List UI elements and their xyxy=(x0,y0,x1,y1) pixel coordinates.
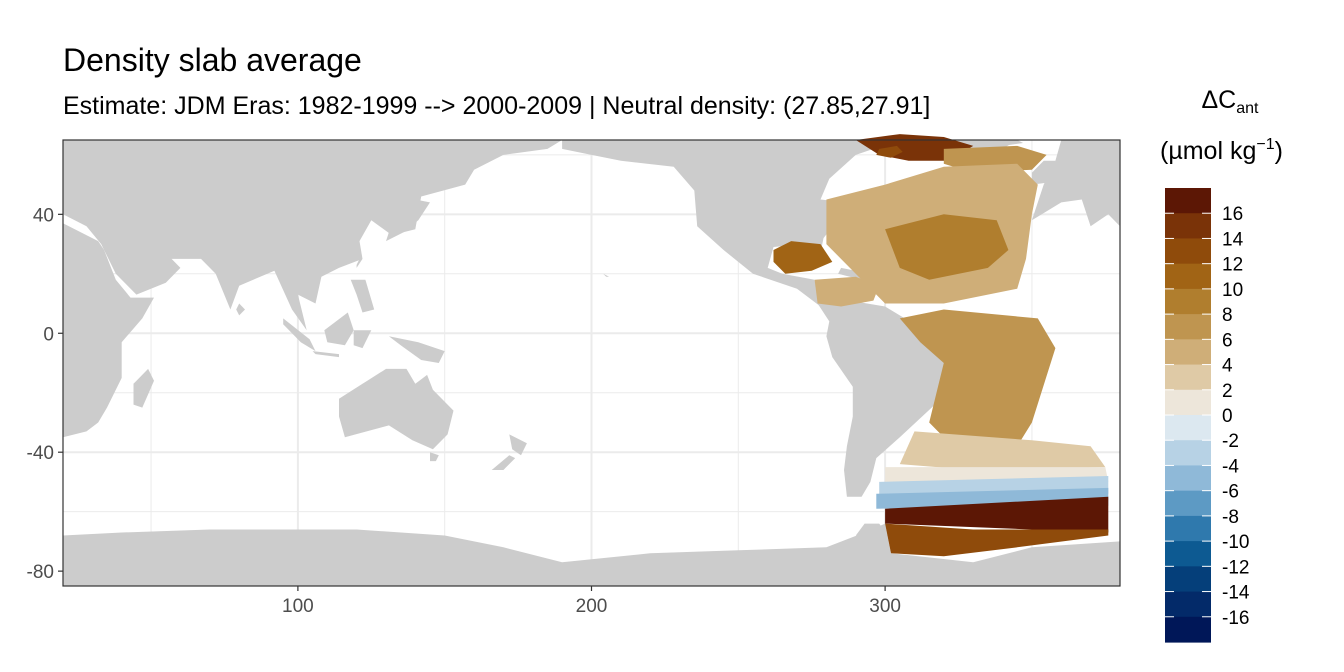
land-taiwan xyxy=(356,258,363,268)
land-hawaii xyxy=(603,273,610,277)
data-region-mid-north-atlantic xyxy=(885,214,1009,280)
land-antarctic-peninsula xyxy=(855,523,888,542)
land-antarctica xyxy=(63,523,1120,586)
x-tick-label: 300 xyxy=(869,596,901,617)
legend-swatch xyxy=(1165,339,1211,366)
x-tick-label: 100 xyxy=(282,596,314,617)
land-java xyxy=(312,351,339,358)
legend-swatch xyxy=(1165,288,1211,315)
colorbar-legend: 16 14 12 10 8 6 4 2 0 -2 -4 -6 -8 -10 -12 -14 -16 xyxy=(1165,188,1250,643)
land-new-zealand-south xyxy=(491,455,516,470)
legend-swatch xyxy=(1165,364,1211,391)
legend-swatch xyxy=(1165,440,1211,467)
legend-swatch xyxy=(1165,490,1211,517)
y-tick-label: -80 xyxy=(27,562,54,583)
legend-tick-label: -4 xyxy=(1222,456,1239,477)
data-region-weddell-margin xyxy=(885,496,1109,533)
data-region-gulf-of-mexico xyxy=(773,241,833,274)
legend-swatch xyxy=(1165,515,1211,542)
land-uk-ireland xyxy=(1031,160,1056,185)
chart-title: Density slab average xyxy=(63,42,362,78)
land-new-guinea xyxy=(388,336,445,363)
data-region-south-atlantic-transition xyxy=(899,431,1106,470)
land-layer xyxy=(63,140,1120,586)
data-region-weddell-sea xyxy=(885,523,1109,557)
land-philippines xyxy=(350,279,375,313)
legend-tick-label: -2 xyxy=(1222,431,1239,452)
land-sumatra xyxy=(283,318,316,352)
legend-tick-label: 10 xyxy=(1222,280,1243,301)
legend-tick-label: 14 xyxy=(1222,229,1244,250)
land-europe-asia xyxy=(1031,140,1120,227)
land-japan xyxy=(386,199,430,242)
legend-tick-label: -16 xyxy=(1222,608,1249,629)
legend-tick-label: 0 xyxy=(1222,406,1233,427)
legend-tick-label: 8 xyxy=(1222,305,1233,326)
x-tick-label: 200 xyxy=(576,596,608,617)
legend-title-main: ΔC xyxy=(1201,86,1237,114)
land-madagascar xyxy=(133,368,154,408)
legend-units-superscript: −1 xyxy=(1256,136,1275,153)
legend-swatch xyxy=(1165,389,1211,416)
legend-swatch xyxy=(1165,188,1211,214)
data-region-equatorial-atlantic xyxy=(899,309,1056,453)
legend-title: ΔCant xyxy=(1170,86,1290,118)
legend-tick-label: 12 xyxy=(1222,255,1243,276)
land-australia xyxy=(339,368,454,450)
legend-tick-label: -8 xyxy=(1222,507,1239,528)
legend-tick-label: 16 xyxy=(1222,204,1243,225)
legend-units: (µmol kg−1) xyxy=(1160,136,1325,166)
legend-title-subscript: ant xyxy=(1236,100,1259,117)
land-new-zealand-north xyxy=(509,434,527,456)
land-north-america xyxy=(562,140,886,307)
y-tick-label: -40 xyxy=(27,443,54,464)
land-iceland xyxy=(996,140,1024,146)
legend-swatch xyxy=(1165,263,1211,290)
legend-swatch xyxy=(1165,566,1211,593)
legend-swatch xyxy=(1165,465,1211,492)
land-sri-lanka xyxy=(236,303,245,316)
y-tick-label: 40 xyxy=(33,205,54,226)
legend-units-main: (µmol kg xyxy=(1160,137,1257,165)
land-south-america xyxy=(817,300,959,497)
legend-tick-label: 6 xyxy=(1222,330,1233,351)
land-eurasia xyxy=(63,140,563,331)
land-tasmania xyxy=(430,452,439,462)
legend-swatch xyxy=(1165,591,1211,618)
legend-swatch xyxy=(1165,213,1211,240)
legend-tick-label: -12 xyxy=(1222,557,1249,578)
legend-tick-label: -10 xyxy=(1222,532,1249,553)
data-region-labrador-sea xyxy=(876,145,903,158)
legend-swatch xyxy=(1165,314,1211,340)
data-region-caribbean xyxy=(814,276,880,307)
land-sulawesi xyxy=(353,330,372,349)
legend-swatch xyxy=(1165,238,1211,265)
land-borneo xyxy=(324,312,354,346)
legend-tick-label: 2 xyxy=(1222,381,1233,402)
legend-tick-label: -6 xyxy=(1222,482,1239,503)
legend-tick-label: -14 xyxy=(1222,583,1250,604)
y-tick-label: 0 xyxy=(43,324,54,345)
legend-swatch xyxy=(1165,541,1211,567)
legend-units-end: ) xyxy=(1274,137,1283,165)
legend-swatch xyxy=(1165,415,1211,441)
land-africa xyxy=(63,223,154,438)
ocean-data-layer xyxy=(773,134,1109,557)
legend-tick-label: 4 xyxy=(1222,356,1233,377)
chart-subtitle: Estimate: JDM Eras: 1982-1999 --> 2000-2… xyxy=(63,92,931,120)
legend-swatch xyxy=(1165,616,1211,643)
